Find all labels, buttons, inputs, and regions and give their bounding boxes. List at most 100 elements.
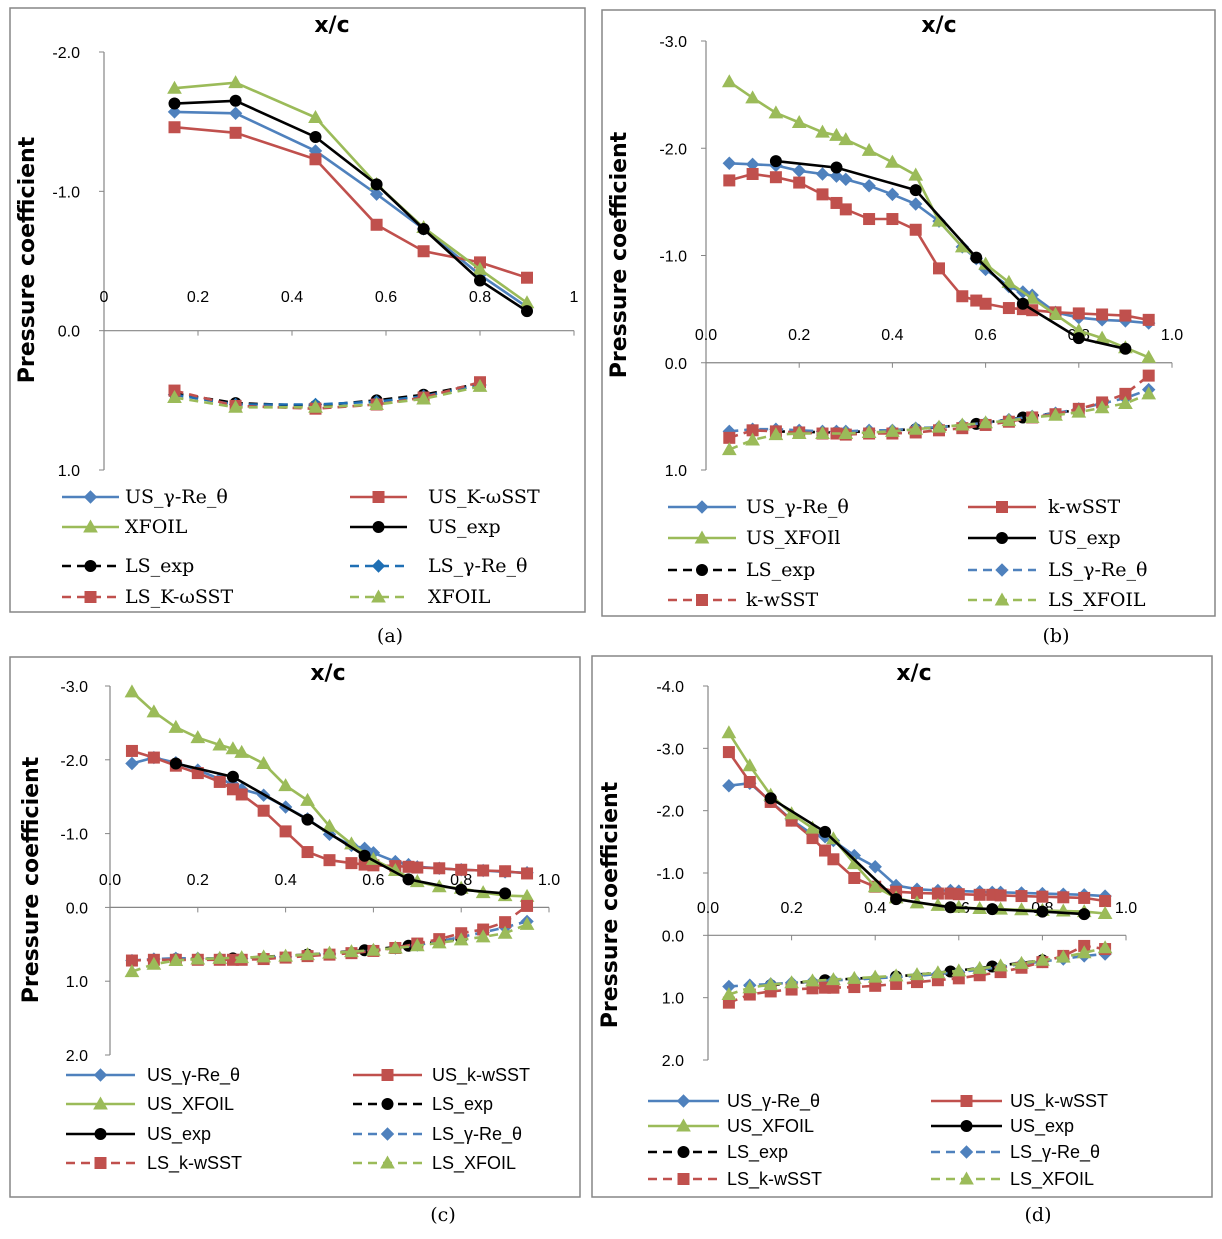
data-point: [225, 741, 241, 755]
data-point: [235, 788, 248, 801]
data-point: [994, 889, 1007, 902]
series: [124, 916, 535, 978]
legend-label: US_XFOIL: [147, 1094, 234, 1115]
data-point: [1119, 309, 1132, 322]
legend-item: US_γ-Re_θ: [62, 486, 228, 508]
data-point: [472, 378, 488, 392]
data-point: [1097, 906, 1113, 920]
data-point: [993, 958, 1008, 972]
legend-item: LS_γ-Re_θ: [350, 555, 527, 577]
data-point: [721, 725, 737, 739]
legend-swatch-marker: [959, 1171, 974, 1185]
data-point: [521, 867, 534, 880]
data-point: [521, 305, 533, 318]
series-line: [131, 749, 528, 875]
legend-swatch-marker: [83, 519, 98, 533]
data-point: [1014, 955, 1029, 969]
legend-item: US_XFOIL: [648, 1116, 814, 1137]
data-point: [1057, 891, 1070, 904]
data-point: [279, 825, 292, 838]
data-point: [1001, 274, 1017, 288]
legend-item: XFOIL: [350, 586, 491, 608]
data-point: [931, 419, 947, 433]
legend-swatch-marker: [380, 1155, 395, 1169]
data-point: [743, 775, 756, 788]
data-point: [861, 142, 877, 156]
data-point: [369, 396, 384, 411]
data-point: [278, 948, 293, 962]
legend: US_γ-Re_θ US_k-wSST US_XFOIL LS_exp US_exp LS…: [66, 1065, 530, 1174]
data-point: [908, 167, 924, 181]
data-point: [146, 704, 162, 718]
data-point: [278, 778, 293, 792]
data-point: [769, 155, 782, 168]
data-point: [212, 950, 228, 964]
y-tick-label: -1.0: [659, 249, 687, 266]
legend-item: US_k-wSST: [353, 1065, 530, 1086]
data-point: [168, 97, 181, 110]
legend-swatch-marker: [994, 592, 1010, 606]
data-point: [819, 844, 832, 857]
y-tick-label: -3.0: [659, 34, 687, 51]
legend-swatch-marker: [94, 1128, 107, 1140]
legend-item: US_γ-Re_θ: [648, 1091, 820, 1112]
data-point: [827, 853, 840, 866]
data-point: [1094, 400, 1110, 414]
data-point: [931, 887, 944, 900]
legend-item: US_γ-Re_θ: [66, 1065, 240, 1086]
data-point: [1141, 349, 1157, 363]
y-tick-label: 0.0: [58, 324, 80, 341]
data-point: [416, 391, 431, 405]
data-point: [226, 770, 239, 783]
legend-label: US_XFOIL: [727, 1116, 814, 1137]
series: [168, 94, 533, 318]
legend-item: LS_K-ωSST: [62, 586, 234, 608]
y-tick-label: -1.0: [52, 184, 80, 201]
legend-item: k-wSST: [668, 589, 819, 611]
legend-label: k-wSST: [746, 589, 819, 611]
legend-label: US_K-ωSST: [428, 486, 540, 508]
data-point: [519, 916, 535, 930]
data-point: [257, 804, 270, 817]
x-tick-label: 0.6: [375, 289, 397, 306]
legend-label: XFOIL: [428, 586, 491, 608]
legend-swatch-marker: [995, 563, 1009, 577]
data-point: [169, 757, 182, 770]
legend-label: LS_XFOIL: [1010, 1169, 1094, 1190]
data-point: [944, 901, 957, 914]
legend-label: US_exp: [428, 516, 501, 538]
data-point: [815, 124, 830, 138]
x-tick-label: 0.2: [187, 289, 209, 306]
legend-item: US_K-ωSST: [350, 486, 540, 508]
data-point: [411, 861, 424, 874]
legend-label: LS_k-wSST: [727, 1169, 822, 1190]
data-point: [369, 187, 384, 201]
legend-swatch-marker: [676, 1118, 691, 1132]
legend-swatch-marker: [996, 532, 1008, 544]
data-point: [908, 421, 924, 435]
panel-caption: (d): [1025, 1204, 1052, 1226]
legend-item: LS_k-wSST: [66, 1153, 242, 1174]
data-point: [972, 960, 988, 974]
panel-border: [601, 9, 1216, 617]
data-point: [838, 426, 854, 440]
x-tick-label: 0.2: [780, 900, 802, 917]
data-point: [769, 171, 782, 184]
data-point: [1071, 404, 1087, 418]
legend-label: US_exp: [147, 1124, 211, 1145]
data-point: [1096, 308, 1109, 321]
data-point: [909, 967, 925, 981]
data-point: [125, 756, 139, 771]
data-point: [721, 74, 737, 88]
legend-label: LS_exp: [746, 559, 815, 581]
data-point: [1141, 386, 1157, 400]
data-point: [806, 832, 819, 845]
data-point: [234, 950, 250, 964]
legend-item: LS_XFOIL: [353, 1153, 516, 1174]
legend-label: US_γ-Re_θ: [746, 496, 849, 518]
data-point: [986, 903, 999, 916]
data-point: [497, 925, 513, 939]
data-point: [1142, 369, 1155, 382]
data-point: [973, 888, 986, 901]
